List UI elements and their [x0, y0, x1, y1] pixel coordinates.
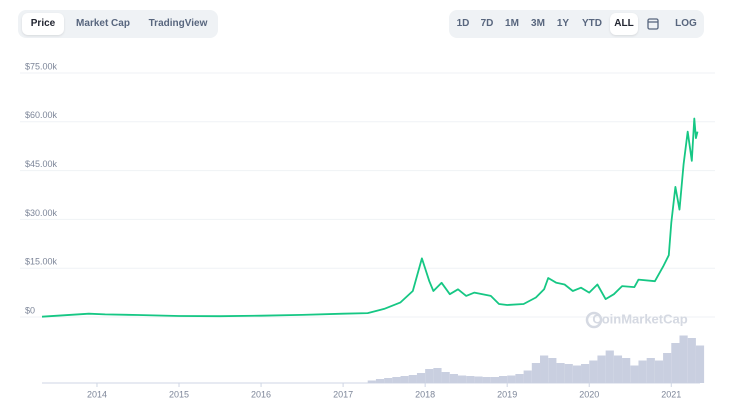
- volume-bar: [466, 376, 475, 383]
- x-tick-label: 2019: [497, 389, 517, 399]
- volume-bar: [646, 358, 655, 383]
- x-tick-label: 2015: [169, 389, 189, 399]
- y-tick-label: $75.00k: [25, 61, 58, 71]
- volume-bar: [572, 365, 582, 383]
- x-tick-label: 2016: [251, 389, 271, 399]
- volume-bar: [663, 353, 672, 383]
- volume-bar: [457, 375, 467, 383]
- volume-bar: [490, 377, 499, 383]
- volume-bar: [449, 374, 458, 383]
- toolbar-button[interactable]: 1D: [456, 18, 470, 29]
- volume-bar: [638, 360, 647, 383]
- toolbar-button[interactable]: Price: [22, 13, 64, 35]
- volume-bar: [654, 360, 664, 383]
- toolbar-button[interactable]: 1Y: [556, 18, 570, 29]
- volume-bar: [671, 343, 680, 383]
- plot: $0 $15.00k $30.00k $45.00k $60.00k $75.00k 201…: [20, 61, 715, 399]
- volume-bar: [384, 378, 393, 383]
- volume-bar: [482, 377, 491, 383]
- x-tick-label: 2018: [415, 389, 435, 399]
- price-line: [41, 117, 699, 318]
- y-tick-label: $45.00k: [25, 159, 58, 169]
- volume-bar: [548, 358, 557, 383]
- volume-bar: [622, 358, 631, 383]
- x-tick-label: 2014: [87, 389, 107, 399]
- volume-bar: [507, 375, 516, 383]
- volume-bar: [408, 375, 417, 383]
- toolbar-button[interactable]: 7D: [480, 18, 494, 29]
- range-group: LOG 1D 7D 1M 3M 1Y YTD ALL: [449, 10, 704, 38]
- volume-bar: [425, 369, 434, 383]
- calendar-icon: [647, 18, 659, 30]
- volume-bar: [498, 376, 508, 383]
- volume-bar: [556, 363, 565, 383]
- volume-bar: [515, 374, 524, 383]
- volume-bar: [523, 370, 532, 383]
- volume-bar: [589, 360, 598, 383]
- toolbar-button[interactable]: ALL: [610, 13, 638, 35]
- watermark-logo: [585, 311, 603, 329]
- toolbar-button[interactable]: 3M: [531, 18, 545, 29]
- log-button[interactable]: LOG: [675, 18, 697, 29]
- y-tick-label: $30.00k: [25, 208, 58, 218]
- x-tick-label: 2017: [333, 389, 353, 399]
- volume-bar: [679, 335, 688, 383]
- volume-bar: [597, 355, 606, 383]
- volume-bar: [441, 372, 450, 383]
- volume-bar: [564, 364, 573, 383]
- volume-bar: [367, 380, 376, 383]
- x-tick-label: 2021: [661, 389, 681, 399]
- volume-bar: [416, 373, 426, 383]
- volume-bar: [581, 364, 590, 383]
- toolbar-button[interactable]: YTD: [582, 18, 602, 29]
- toolbar-button[interactable]: 1M: [505, 18, 519, 29]
- volume-bar: [433, 368, 442, 383]
- toolbar-button[interactable]: Market Cap: [76, 18, 130, 29]
- toolbar-button[interactable]: TradingView: [148, 18, 208, 29]
- y-tick-label: $0: [25, 305, 35, 315]
- volume-bar: [695, 345, 705, 383]
- volume-bar: [531, 363, 541, 383]
- volume-bar: [392, 377, 401, 383]
- volume-bar: [540, 355, 549, 383]
- volume-bar: [474, 376, 483, 383]
- watermark: CoinMarketCap: [592, 311, 687, 326]
- y-tick-label: $60.00k: [25, 110, 58, 120]
- calendar-button[interactable]: [642, 13, 664, 35]
- volume-bar: [400, 376, 409, 383]
- volume-bar: [630, 365, 639, 383]
- volume-bar: [613, 355, 623, 383]
- volume-bar: [375, 379, 385, 383]
- x-tick-label: 2020: [579, 389, 599, 399]
- volume-bar: [605, 350, 614, 383]
- tab-group: Price Market Cap TradingView: [18, 10, 218, 38]
- volume-bar: [687, 338, 696, 383]
- y-tick-label: $15.00k: [25, 257, 58, 267]
